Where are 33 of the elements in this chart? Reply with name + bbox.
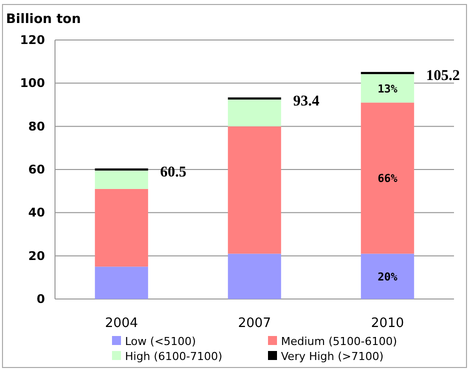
bar xyxy=(360,102,414,254)
bar xyxy=(228,126,282,254)
total-label: 93.4 xyxy=(293,93,320,110)
y-tick-label: 0 xyxy=(36,292,45,306)
bar xyxy=(94,266,148,299)
bar xyxy=(94,170,148,189)
bar xyxy=(360,72,414,74)
x-tick-label: 2010 xyxy=(370,316,404,331)
x-tick-label: 2004 xyxy=(104,316,138,331)
x-tick-label: 2007 xyxy=(238,316,272,331)
legend-label: High (6100-7100) xyxy=(125,350,222,363)
total-label: 105.2 xyxy=(426,68,460,84)
annotation: 66% xyxy=(378,172,398,186)
bar xyxy=(360,254,414,299)
y-tick-label: 100 xyxy=(20,76,45,90)
y-tick-label: 60 xyxy=(28,162,45,176)
y-tick-label: 120 xyxy=(20,33,45,47)
legend-label: Medium (5100-6100) xyxy=(281,335,398,348)
bar xyxy=(228,97,282,100)
bar xyxy=(228,254,282,299)
bar xyxy=(228,100,282,126)
bar xyxy=(360,74,414,103)
bar xyxy=(94,168,148,171)
y-tick-label: 20 xyxy=(28,248,45,263)
legend-label: Low (<5100) xyxy=(125,335,196,348)
annotation: 13% xyxy=(378,82,398,96)
annotation: 20% xyxy=(378,270,398,284)
y-tick-label: 80 xyxy=(28,119,45,134)
y-tick-label: 40 xyxy=(28,206,45,220)
total-label: 60.5 xyxy=(160,164,186,180)
legend-label: Very High (>7100) xyxy=(281,350,384,363)
y-axis-title: Billion ton xyxy=(6,12,81,27)
bar xyxy=(94,188,148,267)
